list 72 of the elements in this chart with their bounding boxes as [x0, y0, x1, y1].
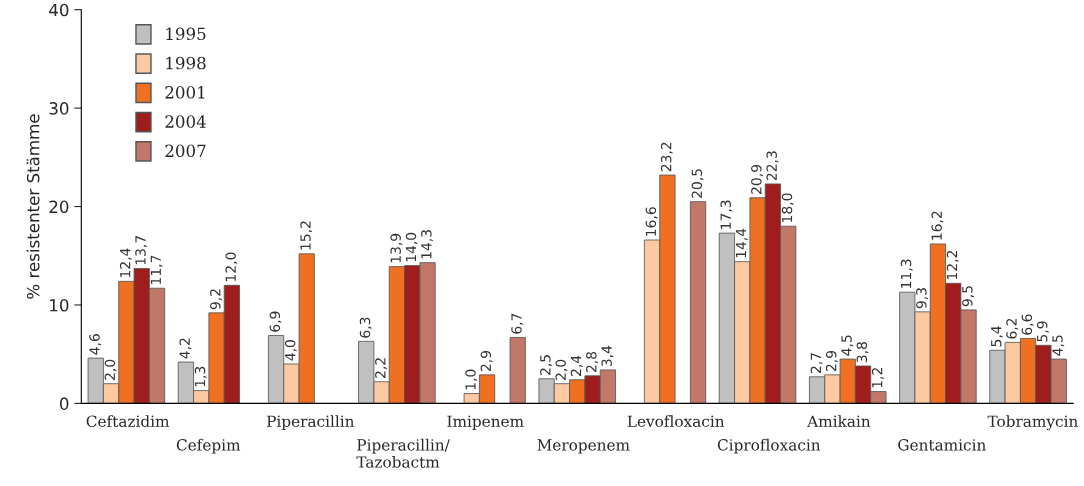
data-label: 5,9: [1036, 321, 1049, 342]
data-label: 2,0: [555, 359, 568, 380]
data-label: 12,2: [946, 251, 959, 280]
data-label: 20,9: [751, 164, 764, 194]
x-tick-label: Meropenem: [537, 439, 630, 454]
data-label: 2,8: [586, 351, 599, 373]
data-label: 11,3: [900, 259, 913, 288]
y-tick-label: 0: [59, 397, 69, 410]
y-tick-label: 30: [49, 102, 69, 115]
x-tick-label: Tobramycin: [987, 415, 1078, 431]
legend-label: 2001: [165, 86, 205, 99]
y-tick-label: 20: [49, 200, 69, 214]
legend-label: 1995: [166, 27, 206, 41]
data-label: 6,9: [269, 311, 282, 332]
data-label: 5,4: [991, 326, 1003, 347]
data-label: 3,8: [856, 342, 869, 363]
data-label: 16,2: [931, 211, 944, 240]
data-label: 12,0: [225, 252, 238, 281]
x-tick-label: Ciprofloxacin: [717, 438, 821, 454]
x-tick-label: Levofloxacin: [627, 415, 725, 428]
data-label: 6,6: [1021, 314, 1034, 335]
data-label: 13,7: [135, 236, 148, 265]
data-label: 22,3: [766, 151, 779, 181]
data-label: 2,7: [810, 353, 823, 374]
data-label: 6,7: [511, 313, 524, 334]
data-label: 2,9: [480, 350, 493, 372]
data-label: 15,2: [300, 221, 313, 250]
data-label: 20,5: [691, 169, 704, 198]
data-label: 2,0: [104, 359, 117, 380]
data-label: 18,0: [781, 193, 794, 222]
y-tick-label: 10: [50, 298, 69, 312]
y-axis-title: % resistenter Stämme: [26, 114, 40, 299]
data-label: 4,5: [841, 335, 854, 356]
data-label: 12,4: [119, 248, 132, 278]
data-label: 2,5: [540, 355, 553, 375]
legend-label: 2007: [165, 144, 206, 158]
data-label: 9,3: [916, 288, 929, 309]
bar: [689, 201, 707, 404]
y-tick-label: 40: [49, 3, 69, 17]
data-label: 4,2: [179, 338, 192, 359]
data-label: 3,4: [601, 345, 614, 367]
data-label: 1,0: [465, 369, 478, 390]
bar: [509, 337, 526, 404]
data-label: 4,5: [1052, 335, 1065, 356]
data-label: 14,0: [405, 232, 418, 262]
data-label: 2,9: [825, 350, 838, 372]
data-label: 14,4: [735, 228, 748, 258]
legend-label: 2004: [165, 115, 206, 128]
data-label: 2,4: [570, 355, 583, 376]
data-label: 2,2: [375, 358, 388, 378]
data-label: 13,9: [390, 233, 403, 263]
data-label: 4,6: [89, 334, 102, 355]
legend-label: 1998: [166, 56, 206, 70]
x-tick-label: Piperacillin: [266, 415, 355, 430]
x-tick-label: Gentamicin: [898, 439, 986, 451]
data-label: 9,2: [210, 289, 222, 310]
data-label: 1,2: [871, 368, 884, 388]
data-label: 17,3: [720, 200, 733, 229]
data-label: 1,3: [194, 366, 207, 387]
x-tick-label: Piperacillin/ Tazobactm: [356, 438, 450, 468]
data-label: 4,0: [284, 340, 297, 361]
x-tick-label: Amikain: [807, 415, 871, 428]
data-label: 14,3: [421, 230, 433, 259]
x-tick-label: Ceftazidim: [86, 415, 170, 428]
data-label: 11,7: [150, 255, 163, 284]
x-tick-label: Cefepim: [176, 438, 241, 454]
data-label: 23,2: [660, 142, 673, 172]
data-label: 16,6: [645, 207, 658, 236]
data-label: 6,2: [1006, 318, 1019, 339]
data-label: 6,3: [359, 317, 372, 338]
x-tick-label: Imipenem: [447, 415, 524, 430]
data-label: 9,5: [962, 286, 975, 307]
